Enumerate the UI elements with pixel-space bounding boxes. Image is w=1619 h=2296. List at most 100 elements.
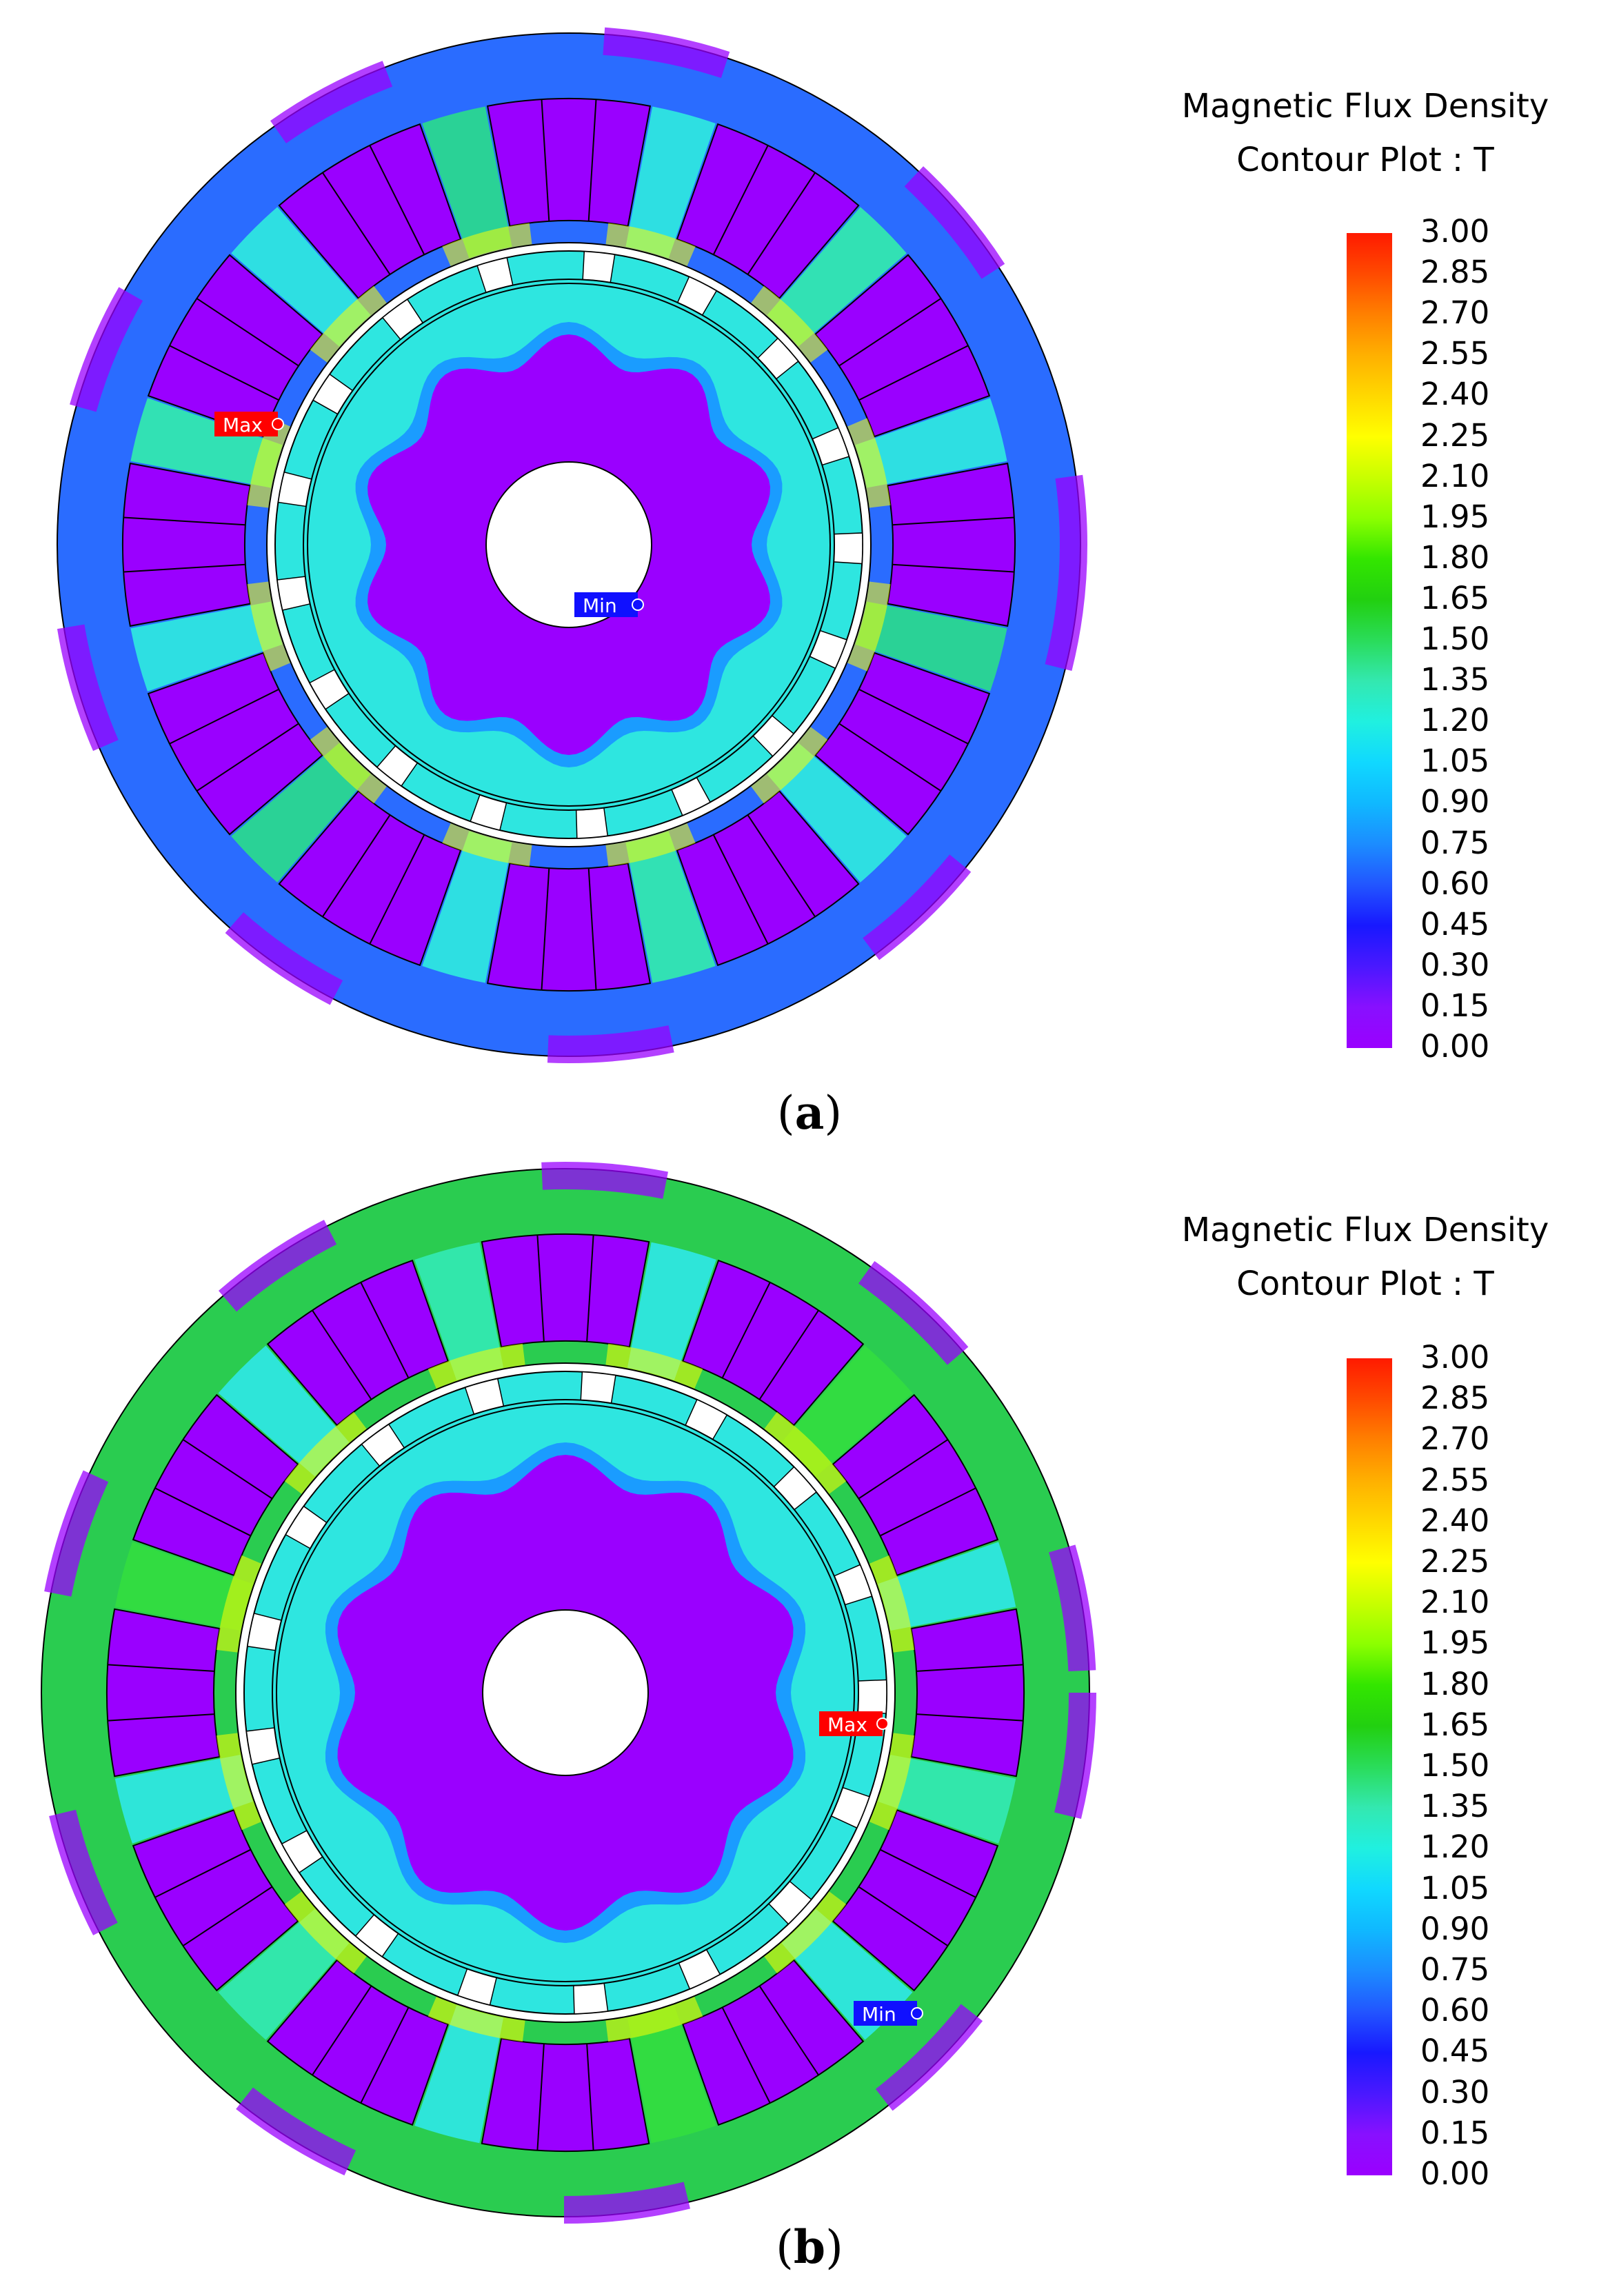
- marker-box: [819, 1711, 883, 1736]
- scale-tick-label: 1.50: [1420, 1747, 1490, 1784]
- slot-coil: [486, 98, 652, 228]
- tooth-tip-saturation: [847, 581, 891, 672]
- modulation-ring-gap: [575, 807, 609, 839]
- coil-divider: [858, 688, 969, 745]
- tooth-tip-saturation: [247, 581, 291, 672]
- coil-divider: [858, 1886, 949, 1946]
- coil-divider: [916, 1664, 1023, 1672]
- scale-tick-label: 1.95: [1420, 498, 1490, 535]
- coil-divider: [123, 516, 245, 526]
- tooth-tip-saturation: [216, 1733, 262, 1831]
- tooth-tip-saturation: [605, 823, 696, 867]
- coil-divider: [712, 145, 769, 255]
- legend-title-line1: Magnetic Flux Density: [1181, 87, 1549, 125]
- max-point: [876, 1718, 889, 1730]
- slot-coil: [676, 789, 860, 967]
- motor-flux-contour-a: Max Min: [50, 26, 1087, 1063]
- min-marker: Min: [854, 2001, 923, 2026]
- max-point: [272, 418, 284, 430]
- slot-coil: [910, 1608, 1025, 1778]
- stator-slot: [481, 1233, 650, 1348]
- tooth-tip-saturation: [750, 726, 828, 804]
- coil-divider: [892, 516, 1014, 526]
- coil-divider: [369, 834, 425, 945]
- tooth-tip-saturation: [428, 1343, 525, 1389]
- scale-tick-label: 2.85: [1420, 1380, 1490, 1417]
- stator-tooth: [422, 831, 512, 983]
- caption-b: (b): [776, 2220, 843, 2274]
- stator-slot: [122, 462, 252, 627]
- tooth-tip-saturation: [847, 418, 891, 508]
- scale-tick-label: 1.50: [1420, 621, 1490, 657]
- slot-coil: [266, 1259, 450, 1427]
- coil-divider: [322, 172, 391, 275]
- marker-box: [854, 2001, 917, 2026]
- slot-coil: [278, 789, 462, 967]
- modulation-ring-gap: [833, 532, 863, 565]
- modulation-ring-inner-edge: [303, 279, 835, 811]
- min-label: Min: [862, 2003, 896, 2026]
- stator-slot: [266, 1259, 450, 1427]
- coil-divider: [747, 814, 816, 918]
- slot-coil: [681, 1959, 865, 2126]
- modulation-ring-gap: [580, 1371, 616, 1404]
- coil-divider: [712, 834, 769, 945]
- coil-divider: [541, 868, 550, 990]
- scale-tick-label: 0.75: [1420, 824, 1490, 861]
- coil-divider: [721, 2006, 771, 2104]
- scale-tick-label: 2.25: [1420, 416, 1490, 454]
- coil-divider: [587, 99, 597, 221]
- slot-coil: [122, 462, 252, 627]
- stator-slot: [814, 254, 991, 438]
- tooth-tip-saturation: [605, 1343, 703, 1389]
- max-marker: Max: [214, 412, 284, 436]
- stator-tooth: [781, 1345, 913, 1477]
- stator-tooth: [414, 2005, 504, 2144]
- slot-coil: [486, 862, 652, 992]
- stator-tooth: [114, 1754, 253, 1844]
- slot-coil: [814, 254, 991, 438]
- scale-tick-label: 1.80: [1420, 538, 1490, 576]
- stator-slot: [832, 1393, 999, 1577]
- scale-tick-label: 0.60: [1420, 865, 1490, 902]
- stator-slot: [486, 98, 652, 228]
- min-marker: Min: [574, 592, 644, 617]
- shaft-hole: [485, 461, 652, 628]
- coil-divider: [892, 563, 1014, 573]
- coil-divider: [536, 2043, 545, 2151]
- stator-slot: [832, 1809, 999, 1992]
- stator-slot: [147, 652, 324, 836]
- tooth-tip-saturation: [247, 418, 291, 508]
- stator-slot: [486, 862, 652, 992]
- modulation-ring-gap: [573, 1982, 609, 2015]
- color-scale-bar: [1347, 233, 1392, 1048]
- tooth-tip-saturation: [763, 1891, 847, 1974]
- stator-slot: [681, 1259, 865, 1427]
- scale-tick-label: 2.70: [1420, 1420, 1490, 1458]
- coil-divider: [586, 2043, 594, 2151]
- tooth-tip-saturation: [605, 223, 696, 267]
- coil-divider: [758, 1985, 819, 2076]
- stator-tooth: [218, 1909, 350, 2040]
- scale-tick-label: 0.45: [1420, 2033, 1490, 2070]
- caption-letter: a: [794, 1086, 825, 1140]
- tooth-tip-saturation: [284, 1411, 368, 1495]
- tooth-tip-saturation: [869, 1733, 915, 1831]
- shaft-hole: [482, 1609, 649, 1776]
- scale-tick-label: 0.60: [1420, 1992, 1490, 2029]
- slot-coil: [132, 1393, 299, 1577]
- marker-box: [574, 592, 638, 617]
- stator-slot: [814, 652, 991, 836]
- scale-tick-label: 1.65: [1420, 579, 1490, 616]
- scale-tick-label: 2.40: [1420, 376, 1490, 413]
- tooth-tip-saturation: [284, 1891, 368, 1974]
- caption-letter: b: [793, 2220, 826, 2274]
- scale-tick-label: 1.20: [1420, 702, 1490, 739]
- coil-divider: [123, 563, 245, 573]
- color-scale-ticks: 3.00 2.85 2.70 2.55 2.40 2.25 2.10 1.95 1.80 1.65…: [1420, 215, 1517, 1063]
- tooth-tip-saturation: [310, 726, 388, 804]
- coil-divider: [196, 298, 299, 367]
- scale-tick-label: 0.15: [1420, 2114, 1490, 2151]
- scale-tick-label: 1.65: [1420, 1706, 1490, 1743]
- stator-tooth: [231, 207, 371, 347]
